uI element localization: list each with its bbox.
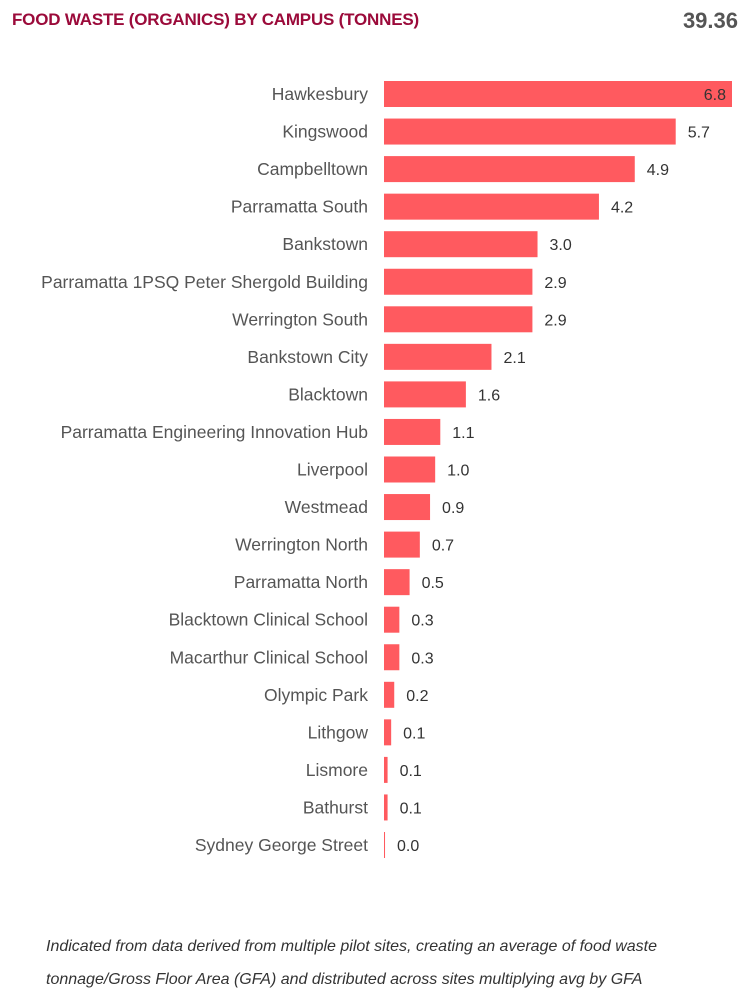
bar-row: Bankstown 3.0 [282, 231, 572, 258]
data-label: 2.9 [544, 275, 566, 292]
bar-row: Blacktown Clinical School 0.3 [169, 606, 434, 633]
data-label: 5.7 [688, 125, 710, 142]
category-label: Liverpool [297, 460, 368, 480]
bar-row: Macarthur Clinical School 0.3 [170, 644, 434, 671]
category-label: Lismore [306, 760, 368, 780]
category-label: Westmead [285, 497, 368, 517]
bar[interactable] [384, 343, 492, 370]
bar-row: Campbelltown 4.9 [257, 156, 669, 183]
data-label: 0.1 [400, 800, 422, 817]
chart-title: FOOD WASTE (ORGANICS) BY CAMPUS (TONNES) [12, 10, 419, 29]
category-label: Bathurst [303, 797, 368, 817]
bar[interactable] [384, 681, 395, 708]
bar[interactable] [384, 832, 386, 858]
bar-row: Kingswood 5.7 [282, 118, 710, 145]
bar[interactable] [384, 456, 436, 483]
data-label: 1.0 [447, 463, 469, 480]
category-label: Olympic Park [264, 685, 368, 705]
category-label: Blacktown Clinical School [169, 610, 368, 630]
category-label: Werrington South [232, 309, 368, 329]
category-label: Macarthur Clinical School [170, 647, 368, 667]
data-label: 0.5 [422, 575, 444, 592]
data-label: 1.6 [478, 387, 500, 404]
category-label: Bankstown City [247, 347, 368, 367]
total-value: 39.36 [682, 8, 738, 33]
bar[interactable] [384, 231, 538, 258]
bar-row: Sydney George Street 0.0 [195, 832, 419, 858]
data-label: 0.3 [411, 613, 433, 630]
bar-row: Werrington North 0.7 [235, 531, 454, 558]
bar[interactable] [384, 156, 635, 183]
footnote: Indicated from data derived from multipl… [46, 938, 657, 988]
data-label: 6.8 [704, 87, 726, 104]
data-label: 4.2 [611, 200, 633, 217]
category-label: Sydney George Street [195, 835, 368, 855]
bar-row: Parramatta North 0.5 [234, 569, 444, 596]
bar[interactable] [384, 306, 533, 333]
data-label: 0.7 [432, 538, 454, 555]
bar-row: Olympic Park 0.2 [264, 681, 429, 708]
data-label: 0.3 [411, 650, 433, 667]
data-label: 3.0 [550, 237, 572, 254]
bar-row: Bathurst 0.1 [303, 794, 422, 821]
category-label: Parramatta Engineering Innovation Hub [61, 422, 368, 442]
data-label: 0.1 [400, 763, 422, 780]
bar[interactable] [384, 118, 676, 145]
category-label: Bankstown [282, 234, 368, 254]
bar[interactable] [384, 794, 388, 821]
data-label: 0.1 [403, 725, 425, 742]
bar-row: Hawkesbury 6.8 [272, 81, 732, 107]
category-label: Lithgow [308, 722, 369, 742]
bar-row: Blacktown 1.6 [288, 381, 500, 408]
bar-row: Parramatta South 4.2 [231, 193, 633, 220]
bar[interactable] [384, 756, 388, 783]
bar-row: Parramatta Engineering Innovation Hub 1.1 [61, 418, 475, 445]
data-label: 2.1 [503, 350, 525, 367]
bar[interactable] [384, 268, 533, 295]
bar[interactable] [384, 418, 441, 445]
category-label: Blacktown [288, 384, 368, 404]
bar[interactable] [384, 531, 420, 558]
bar[interactable] [384, 606, 400, 633]
category-label: Parramatta South [231, 197, 368, 217]
bar-row: Parramatta 1PSQ Peter Shergold Building 2… [41, 268, 567, 295]
bar[interactable] [384, 569, 410, 596]
category-label: Campbelltown [257, 159, 368, 179]
data-label: 0.0 [397, 838, 419, 855]
category-label: Parramatta North [234, 572, 368, 592]
data-label: 1.1 [452, 425, 474, 442]
bar-row: Liverpool 1.0 [297, 456, 470, 483]
bar[interactable] [384, 644, 400, 671]
category-label: Hawkesbury [272, 84, 369, 104]
bar-row: Bankstown City 2.1 [247, 343, 526, 370]
bar[interactable] [384, 193, 599, 220]
bar[interactable] [384, 719, 392, 746]
data-label: 2.9 [544, 312, 566, 329]
bar[interactable] [384, 494, 431, 521]
data-label: 4.9 [647, 162, 669, 179]
bar-row: Westmead 0.9 [285, 494, 464, 521]
bar-row: Lithgow 0.1 [308, 719, 426, 746]
bar-row: Werrington South 2.9 [232, 306, 567, 333]
bar-row: Lismore 0.1 [306, 756, 422, 783]
data-label: 0.9 [442, 500, 464, 517]
bar[interactable] [384, 381, 466, 408]
data-label: 0.2 [406, 688, 428, 705]
category-label: Werrington North [235, 535, 368, 555]
bar[interactable] [384, 81, 732, 107]
category-label: Kingswood [282, 122, 368, 142]
bar-chart: Hawkesbury 6.8 Kingswood 5.7 Campbelltown 4.9… [41, 81, 732, 858]
category-label: Parramatta 1PSQ Peter Shergold Building [41, 272, 368, 292]
